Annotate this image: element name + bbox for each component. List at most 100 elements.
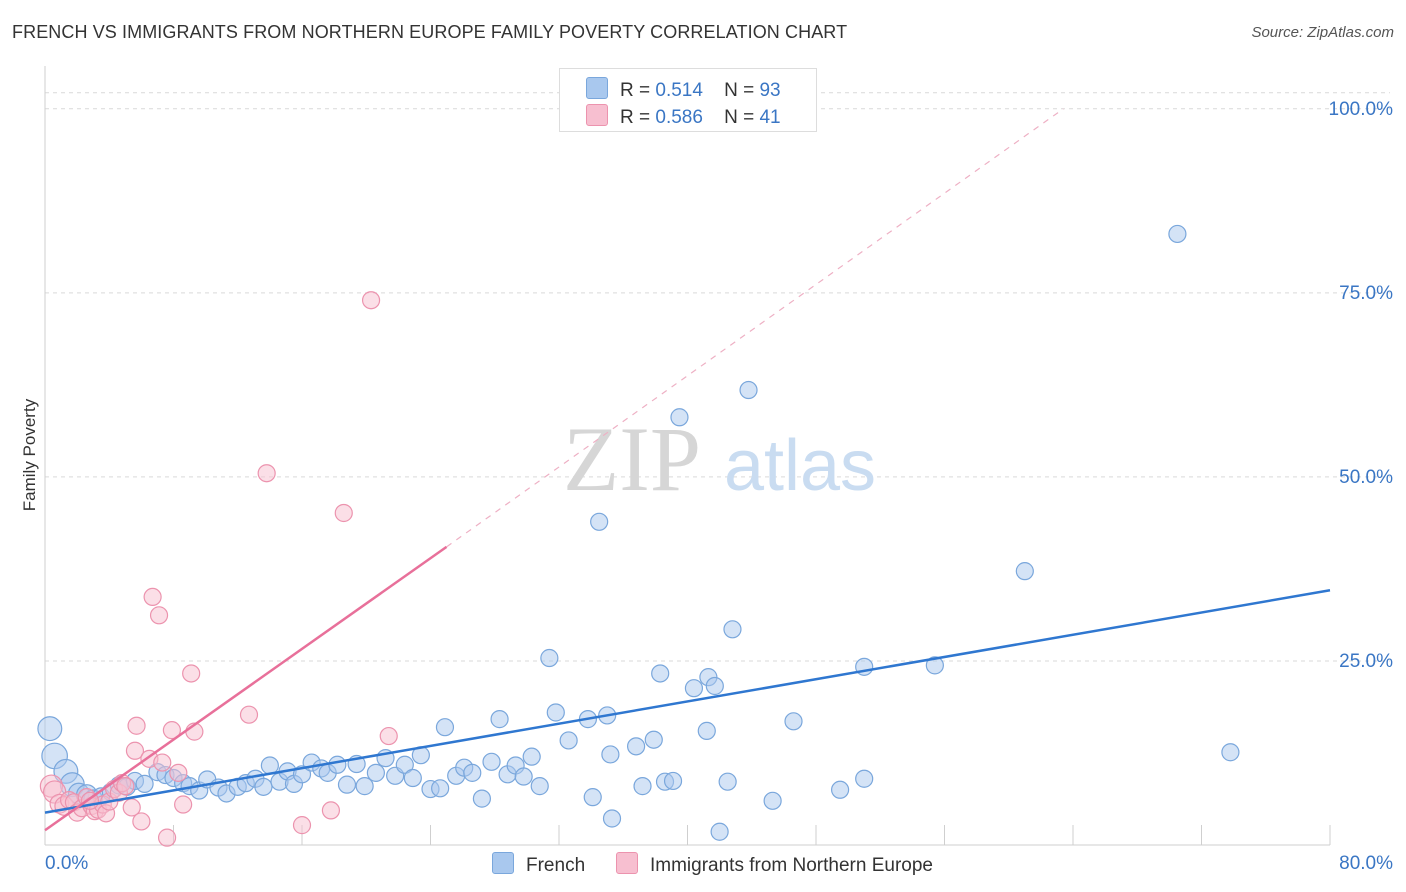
french-point xyxy=(670,408,689,427)
french-point xyxy=(1168,224,1187,244)
series-label-immigrants: Immigrants from Northern Europe xyxy=(650,855,933,876)
immigrant-point xyxy=(125,741,145,760)
immigrant-point xyxy=(334,503,353,523)
legend-n-value: 93 xyxy=(759,80,781,101)
correlation-legend: R = 0.514 N = 93 R = 0.586 N = 41 xyxy=(559,68,817,132)
french-point xyxy=(583,788,602,807)
french-point xyxy=(763,791,782,810)
immigrant-point xyxy=(127,716,146,735)
legend-r-value: 0.514 xyxy=(655,80,703,101)
french-point xyxy=(663,771,683,791)
french-point xyxy=(830,780,850,799)
french-point xyxy=(710,822,729,841)
immigrant-point xyxy=(116,777,135,796)
french-point xyxy=(472,789,491,808)
immigrant-point xyxy=(153,753,172,772)
french-point xyxy=(644,730,663,749)
y-tick-label: 25.0% xyxy=(1339,651,1393,672)
immigrant-point xyxy=(174,795,193,814)
immigrant-point xyxy=(162,721,181,740)
series-swatch-french xyxy=(492,852,514,874)
french-point xyxy=(37,716,63,742)
french-point xyxy=(395,755,414,774)
tick-labels: 25.0% 50.0% 75.0% 100.0% 0.0% 80.0% xyxy=(45,99,1393,874)
immigrant-point xyxy=(321,801,341,820)
axes xyxy=(44,66,1331,846)
immigrant-point xyxy=(122,798,141,817)
legend-swatch-french xyxy=(586,77,608,99)
series-label-french: French xyxy=(526,855,586,876)
french-point xyxy=(1015,562,1034,581)
grid-lines xyxy=(45,92,1390,662)
french-trend-line xyxy=(44,589,1331,814)
french-point xyxy=(601,745,620,764)
french-point xyxy=(540,648,559,668)
data-points xyxy=(37,224,1240,847)
immigrant-point xyxy=(132,812,151,831)
french-point xyxy=(530,777,549,796)
french-point xyxy=(626,737,646,756)
french-point xyxy=(403,768,422,788)
immigrant-point xyxy=(157,828,177,847)
legend-r-value: 0.586 xyxy=(655,107,703,128)
chart-title: FRENCH VS IMMIGRANTS FROM NORTHERN EUROP… xyxy=(12,22,848,42)
y-axis-label: Family Poverty xyxy=(20,398,39,512)
watermark-atlas: atlas xyxy=(724,426,876,506)
french-point xyxy=(254,777,273,796)
french-point xyxy=(366,763,385,782)
legend-r-label: R = xyxy=(620,107,651,128)
french-point xyxy=(925,656,944,675)
french-point xyxy=(590,512,609,531)
immigrant-point xyxy=(149,606,169,625)
series-legend-immigrants[interactable]: Immigrants from Northern Europe xyxy=(616,852,933,877)
french-point xyxy=(723,620,742,639)
x-tick-label: 80.0% xyxy=(1339,853,1393,874)
series-legend-french[interactable]: French xyxy=(492,852,585,877)
y-tick-label: 50.0% xyxy=(1339,467,1393,488)
french-point xyxy=(697,721,716,740)
french-point xyxy=(633,777,652,796)
y-tick-label: 75.0% xyxy=(1339,283,1393,304)
french-point xyxy=(490,710,509,729)
legend-n-label: N = xyxy=(724,107,755,128)
french-point xyxy=(482,752,501,771)
immigrant-point xyxy=(257,464,276,483)
immigrant-point xyxy=(292,816,312,835)
french-point xyxy=(328,755,347,774)
french-point xyxy=(135,774,154,793)
legend-row-immigrants: R = 0.586 N = 41 xyxy=(586,104,781,129)
legend-swatch-immigrants xyxy=(586,104,608,126)
immigrant-point xyxy=(379,726,398,746)
french-point xyxy=(705,676,724,696)
french-point xyxy=(1221,743,1240,762)
french-point xyxy=(337,775,357,794)
immigrant-point xyxy=(361,291,381,310)
french-point xyxy=(514,767,533,786)
legend-r-label: R = xyxy=(620,80,651,101)
french-point xyxy=(463,763,482,782)
french-point xyxy=(602,809,622,828)
french-point xyxy=(718,772,737,791)
french-point xyxy=(522,747,541,766)
french-point xyxy=(431,779,450,798)
french-point xyxy=(559,731,578,750)
watermark: ZIP atlas xyxy=(563,408,876,510)
source-credit: Source: ZipAtlas.com xyxy=(1251,24,1394,41)
trend-lines xyxy=(44,108,1331,832)
immigrant-point xyxy=(169,763,188,782)
immigrant-point xyxy=(182,664,201,683)
french-point xyxy=(435,718,455,737)
series-swatch-immigrants xyxy=(616,852,638,874)
legend-row-french: R = 0.514 N = 93 xyxy=(586,77,781,102)
legend-n-label: N = xyxy=(724,80,755,101)
french-point xyxy=(355,777,374,796)
french-point xyxy=(684,679,704,698)
y-tick-label: 100.0% xyxy=(1329,99,1394,120)
french-point xyxy=(784,712,803,731)
french-point xyxy=(855,769,874,788)
immigrant-point xyxy=(143,587,162,607)
french-point xyxy=(546,703,565,722)
legend-n-value: 41 xyxy=(759,107,781,128)
french-point xyxy=(651,664,670,683)
